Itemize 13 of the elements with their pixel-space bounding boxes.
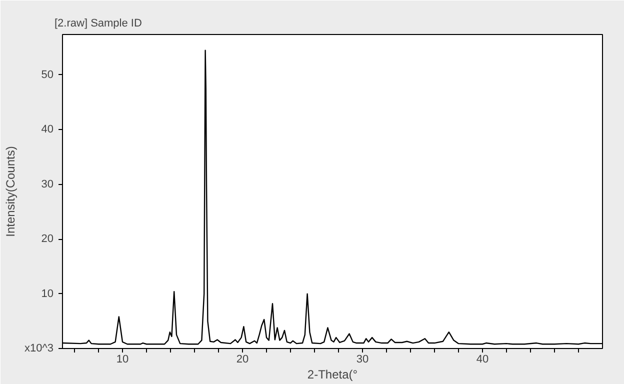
y-tick-label: x10^3: [24, 342, 54, 354]
y-axis-title: Intensity(Counts): [3, 146, 18, 237]
y-tick-label: 50: [41, 68, 54, 81]
y-tick-label: 40: [41, 124, 54, 136]
x-tick-label: 10: [116, 354, 129, 366]
x-tick-label: 20: [236, 354, 249, 366]
y-tick-label: 10: [41, 288, 54, 300]
y-tick-label: 20: [41, 233, 54, 246]
x-tick-label: 40: [476, 354, 489, 366]
x-tick-label: 30: [356, 354, 369, 366]
y-tick-label: 30: [41, 178, 54, 190]
x-axis-title: 2-Theta(°: [307, 368, 358, 382]
chart-title: [2.raw] Sample ID: [54, 18, 142, 30]
